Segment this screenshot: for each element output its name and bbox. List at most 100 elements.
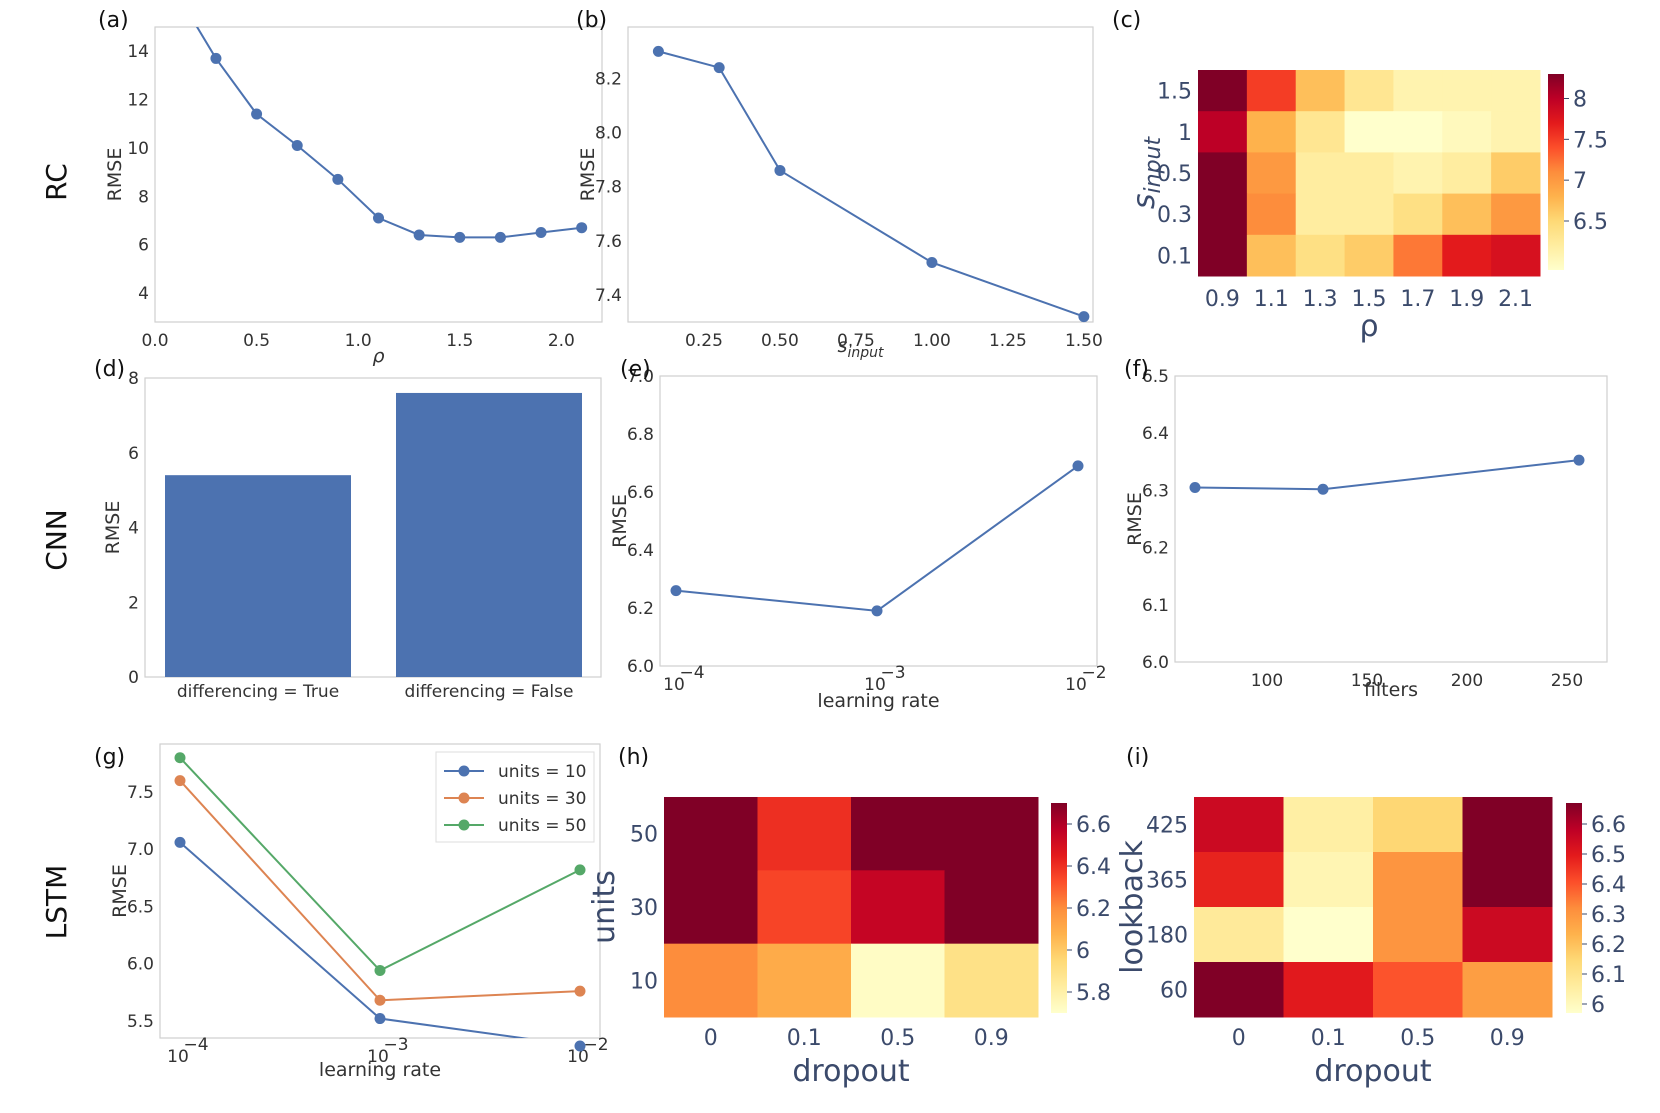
- data-point: [574, 864, 586, 876]
- data-point: [1072, 460, 1084, 472]
- x-tick-label: 2.0: [548, 331, 575, 351]
- x-tick-label: 250: [1551, 671, 1583, 691]
- data-point: [374, 994, 386, 1006]
- heatmap-cell: [664, 870, 758, 945]
- legend-marker: [458, 792, 470, 804]
- heatmap-cell: [1373, 962, 1463, 1018]
- x-axis-label: ρ: [1359, 309, 1378, 344]
- y-tick-label: 7.4: [595, 286, 622, 306]
- y-axis-label: lookback: [1115, 840, 1150, 974]
- data-point: [373, 212, 384, 224]
- y-tick-label: 7.5: [127, 783, 154, 803]
- heatmap-cell: [1198, 70, 1248, 112]
- x-tick-exponent: −3: [880, 663, 905, 683]
- y-tick-label: 4: [138, 284, 149, 304]
- y-axis-label-subscript: input: [1141, 136, 1166, 194]
- heatmap-cell: [1462, 852, 1553, 908]
- colorbar-tick-label: 6.6: [1591, 813, 1626, 838]
- x-tick-label: 1.1: [1254, 287, 1289, 312]
- data-point: [374, 1013, 386, 1025]
- data-point: [174, 836, 186, 848]
- x-axis-label: learning rate: [817, 690, 939, 712]
- heatmap-cell: [1344, 193, 1394, 236]
- heatmap-cell: [757, 870, 852, 945]
- x-tick-label: 0.9: [1205, 287, 1240, 312]
- heatmap-cell: [944, 797, 1039, 871]
- x-tick-label: 0: [1232, 1026, 1246, 1051]
- x-tick-label: 0.9: [1490, 1026, 1525, 1051]
- colorbar-tick-label: 6.6: [1076, 813, 1111, 838]
- x-tick-label: 200: [1451, 671, 1483, 691]
- x-tick-exponent: −2: [583, 1035, 608, 1055]
- y-tick-label: 180: [1146, 924, 1188, 949]
- x-tick-label: 0.25: [685, 331, 723, 351]
- panel-label: (e): [620, 357, 651, 382]
- heatmap-cell: [1283, 907, 1374, 963]
- data-point: [1317, 483, 1329, 495]
- x-tick-exponent: −3: [383, 1035, 408, 1055]
- colorbar-tick-label: 6: [1591, 993, 1605, 1018]
- heatmap-cell: [1194, 962, 1284, 1018]
- heatmap-cell: [1194, 852, 1284, 908]
- panel-label: (d): [94, 357, 125, 382]
- x-tick-label: 1.9: [1449, 287, 1484, 312]
- heatmap-cell: [1246, 234, 1297, 277]
- y-tick-label: 6.0: [627, 657, 654, 677]
- data-point: [332, 173, 344, 185]
- heatmap-cell: [1491, 193, 1541, 236]
- y-tick-label: 8.2: [595, 69, 622, 89]
- x-tick-label: 10: [567, 1047, 589, 1067]
- x-axis-label: dropout: [792, 1054, 909, 1089]
- y-tick-label: 50: [630, 823, 658, 848]
- data-point: [1078, 311, 1090, 323]
- y-tick-label: 6.2: [1142, 539, 1169, 559]
- data-point: [174, 775, 186, 787]
- x-tick-exponent: −2: [1081, 663, 1106, 683]
- y-axis-label: RMSE: [104, 148, 126, 202]
- legend: units = 10 units = 30 units = 50: [435, 751, 595, 843]
- panel-label: (f): [1124, 357, 1149, 382]
- plot-frame: [159, 743, 601, 1039]
- y-tick-label: 0: [128, 668, 139, 688]
- plot-frame: [1174, 375, 1608, 663]
- heatmap-cell: [1491, 152, 1541, 195]
- heatmap-cell: [1344, 111, 1394, 153]
- colorbar: [1566, 803, 1582, 1013]
- y-tick-label: 5.5: [127, 1012, 154, 1032]
- x-tick-label: 0.9: [974, 1026, 1009, 1051]
- x-tick-label: 1.3: [1303, 287, 1338, 312]
- heatmap-cell: [1295, 70, 1346, 112]
- y-tick-label: 4: [128, 519, 139, 539]
- x-tick-label: 1.0: [345, 331, 372, 351]
- series-line-1: [195, 27, 582, 239]
- heatmap-cell: [1246, 152, 1297, 195]
- series-line-1: [675, 465, 1079, 612]
- data-point: [210, 52, 222, 64]
- y-axis-label: RMSE: [1124, 492, 1146, 546]
- x-tick-label: 1.25: [989, 331, 1027, 351]
- x-axis-label: ρ: [372, 345, 384, 367]
- data-point: [494, 231, 506, 243]
- y-tick-label: 0.1: [1157, 244, 1192, 269]
- x-tick-label: 10: [167, 1047, 189, 1067]
- colorbar: [1051, 803, 1067, 1013]
- x-tick-label: 2.1: [1498, 287, 1533, 312]
- heatmap-cell: [1198, 234, 1248, 277]
- heatmap-cell: [664, 797, 758, 871]
- colorbar: [1548, 74, 1564, 270]
- data-point: [652, 45, 664, 57]
- x-tick-label: 1.7: [1400, 287, 1435, 312]
- x-tick-label: 10: [663, 675, 685, 695]
- panel-i-heatmap-lookback-dropout: 0 0.1 0.5 0.9 425 365 180 60 dropout lookback 6.6 6…: [1115, 745, 1626, 1089]
- y-tick-label: 8: [128, 369, 139, 389]
- legend-entry: units = 30: [498, 789, 586, 809]
- x-tick-label: 0.1: [787, 1026, 822, 1051]
- colorbar-tick-label: 6.2: [1591, 933, 1626, 958]
- heatmap-cell: [1373, 907, 1463, 963]
- y-tick-label: 30: [630, 896, 658, 921]
- bar: [396, 392, 582, 677]
- heatmap-cell: [1442, 111, 1492, 153]
- heatmap-cell: [1295, 234, 1346, 277]
- heatmap-cell: [1393, 111, 1443, 153]
